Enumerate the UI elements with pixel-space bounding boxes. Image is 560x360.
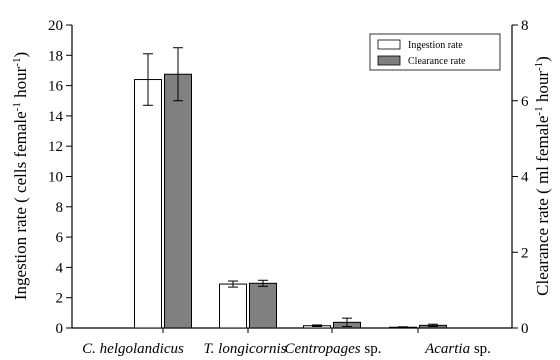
right-tick-label: 8: [521, 18, 529, 34]
bar-clearance: [164, 73, 192, 329]
category-label: T. longicornis: [203, 341, 286, 357]
left-tick-label: 14: [48, 109, 64, 125]
category-label-suffix: sp.: [361, 341, 382, 357]
left-tick-label: 2: [56, 291, 64, 307]
bar-ingestion: [219, 283, 247, 329]
category-label-name: C. helgolandicus: [82, 341, 184, 357]
right-tick-label: 4: [521, 170, 529, 186]
left-tick-label: 0: [56, 321, 64, 337]
category-labels: C. helgolandicus T. longicornisCentropage…: [82, 341, 491, 357]
left-tick-label: 12: [48, 139, 63, 155]
right-tick-label: 0: [521, 321, 529, 337]
category-label-name: T. longicornis: [203, 341, 286, 357]
bars: [134, 47, 447, 333]
left-tick-label: 16: [48, 79, 64, 95]
category-label-name: Centropages: [285, 341, 361, 357]
left-tick-label: 18: [48, 48, 63, 64]
left-tick-label: 8: [56, 200, 64, 216]
legend-label-ingestion: Ingestion rate: [408, 40, 463, 51]
left-axis-title: Ingestion rate ( cells female-1 hour-1): [11, 52, 30, 300]
legend-swatch-clearance: [377, 55, 401, 66]
right-y-ticks: 0 2 4 6 8: [512, 18, 529, 337]
legend-swatch-ingestion: [377, 39, 401, 50]
legend-label-clearance: Clearance rate: [408, 56, 466, 67]
category-label: Centropages sp.: [285, 341, 382, 357]
left-tick-label: 4: [56, 260, 64, 276]
right-tick-label: 6: [521, 94, 529, 110]
category-label-name: Acartia: [424, 341, 470, 357]
right-axis-title: Clearance rate ( ml female-1 hour-1): [533, 56, 552, 296]
legend: Ingestion rate Clearance rate: [369, 33, 501, 71]
left-tick-label: 20: [48, 18, 63, 34]
bar-ingestion: [134, 79, 162, 329]
left-tick-label: 6: [56, 230, 64, 246]
left-tick-label: 10: [48, 170, 63, 186]
category-label-suffix: sp.: [470, 341, 491, 357]
left-y-ticks: 0 2 4 6 8 10 12 14 16 18 20: [48, 18, 72, 337]
category-label: C. helgolandicus: [82, 341, 184, 357]
right-tick-label: 2: [521, 245, 529, 261]
category-label: Acartia sp.: [424, 341, 491, 357]
bar-clearance: [249, 282, 277, 329]
